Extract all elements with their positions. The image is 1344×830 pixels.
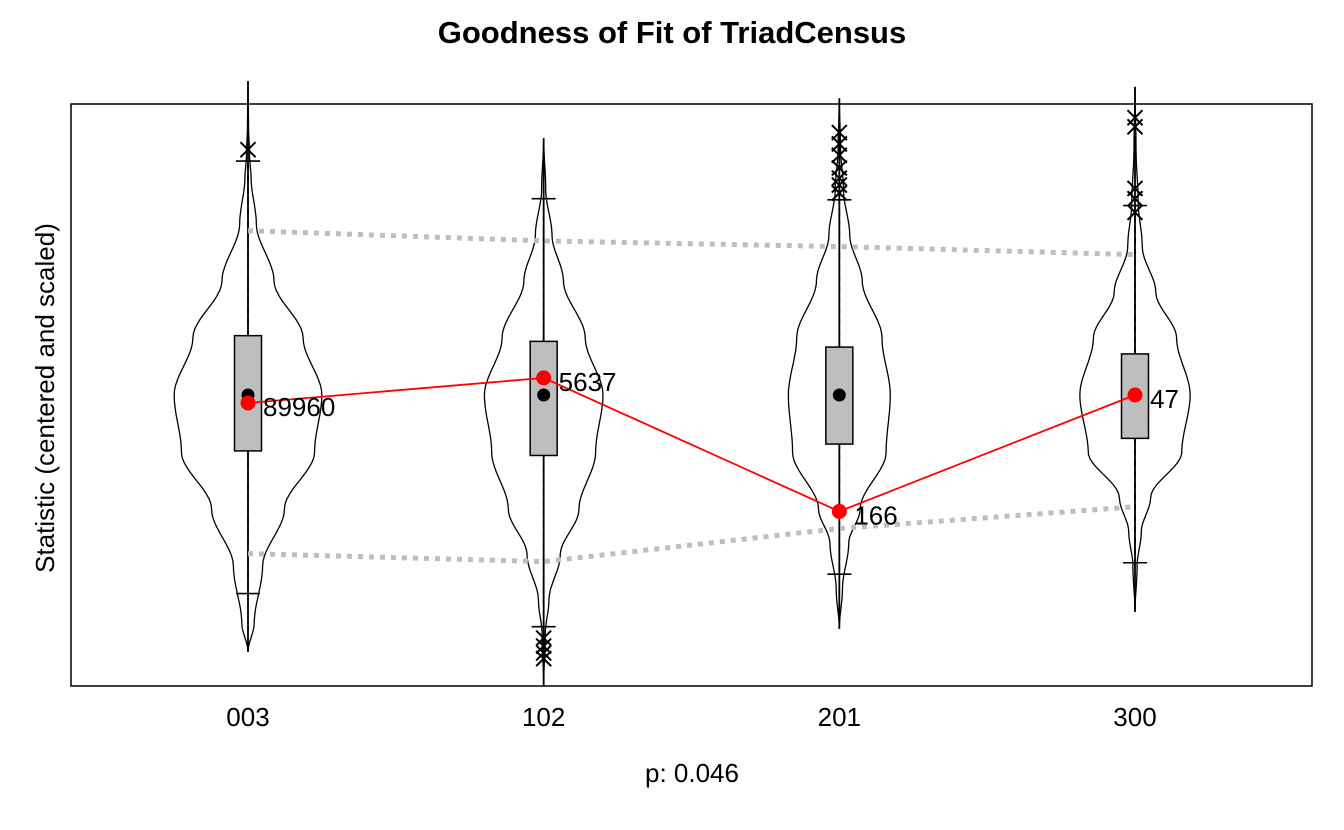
- observed-value-label: 5637: [559, 367, 617, 397]
- outlier-mark: [831, 124, 848, 141]
- violin-outline: [1079, 86, 1191, 612]
- observed-value-label: 89960: [263, 392, 335, 422]
- violin-outline: [483, 138, 604, 687]
- outlier-mark: [239, 141, 257, 158]
- x-tick-label: 102: [522, 702, 565, 732]
- x-axis-ticks: 003 102 201 300: [226, 702, 1156, 732]
- outlier-mark: [1126, 180, 1144, 197]
- plot-frame: [70, 103, 1313, 687]
- outlier-mark: [831, 159, 848, 177]
- y-axis-label: Statistic (centered and scaled): [30, 223, 60, 573]
- observed-point: [240, 395, 256, 411]
- plot-area: 89960 5637 166 47: [173, 81, 1191, 687]
- outlier-mark: [1126, 204, 1144, 221]
- violin-outline: [173, 81, 323, 652]
- outlier-mark: [535, 637, 552, 655]
- interval-lower-line: [247, 504, 1136, 565]
- observed-line: [247, 376, 1136, 513]
- median-point: [537, 388, 551, 402]
- interval-upper-line: [247, 228, 1136, 258]
- outlier-mark: [535, 629, 552, 647]
- violin-outline: [787, 98, 891, 629]
- x-tick-label: 201: [818, 702, 861, 732]
- observed-point: [536, 370, 552, 386]
- outlier-mark: [535, 644, 552, 662]
- outlier-mark: [535, 650, 552, 667]
- observed-point: [831, 503, 847, 519]
- x-axis-label: p: 0.046: [645, 758, 739, 788]
- observed-point: [1127, 387, 1143, 403]
- observed-value-label: 47: [1150, 384, 1179, 414]
- outlier-mark: [831, 184, 848, 202]
- x-tick-label: 003: [226, 702, 269, 732]
- outlier-mark: [831, 176, 848, 194]
- median-point: [832, 388, 846, 402]
- outlier-mark: [1126, 109, 1144, 126]
- chart-title: Goodness of Fit of TriadCensus: [438, 15, 906, 50]
- x-tick-label: 300: [1113, 702, 1156, 732]
- observed-value-label: 166: [854, 500, 897, 530]
